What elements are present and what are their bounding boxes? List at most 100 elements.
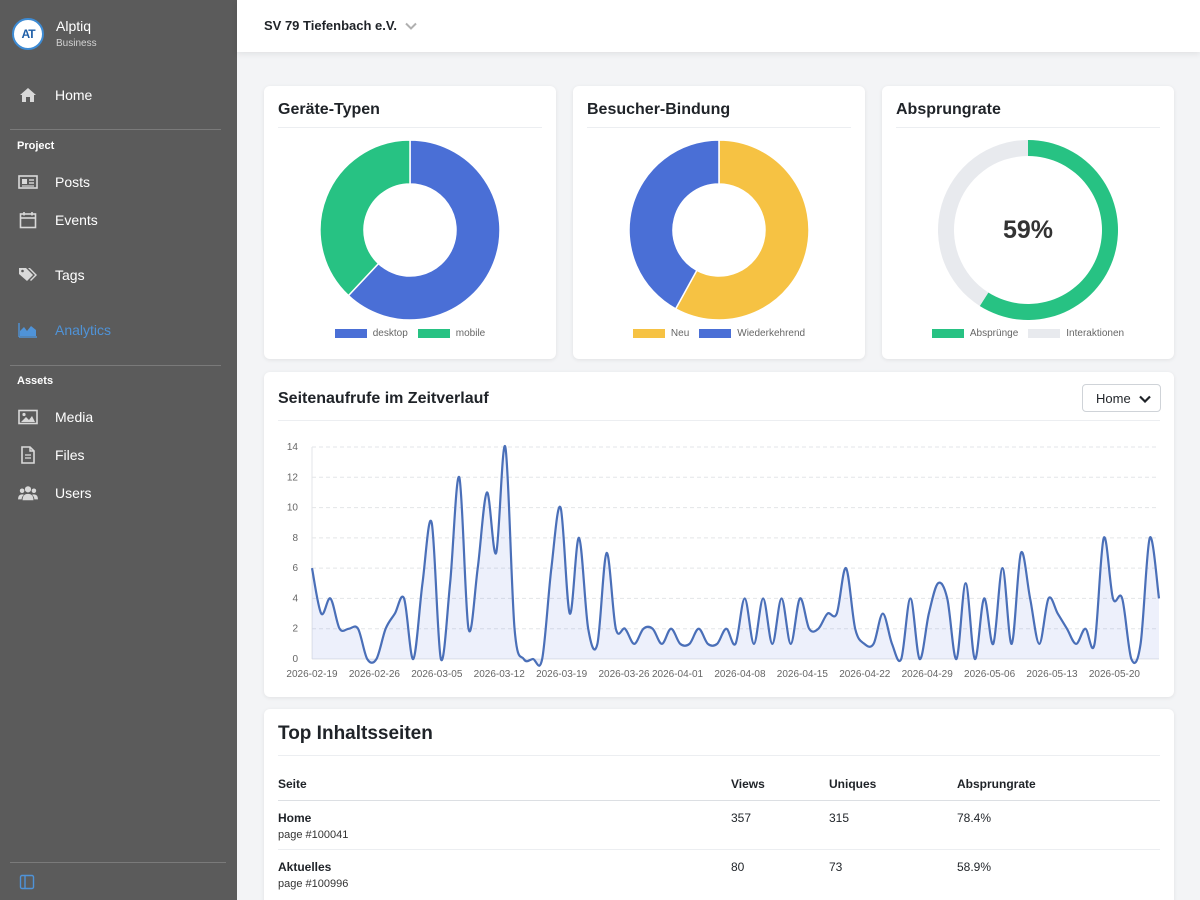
x-tick-label: 2026-05-20 [1089,669,1141,680]
sidebar-item-label: Files [55,447,85,463]
sidebar-item-events[interactable]: Events [18,211,98,229]
brand-name: Alptiq [56,18,92,35]
newspaper-icon [18,173,38,191]
donut-slice-wiederkehrend[interactable] [628,139,720,310]
sidebar-item-tags[interactable]: Tags [18,266,85,284]
column-header-page[interactable]: Seite [278,777,307,791]
sidebar-item-files[interactable]: Files [18,446,85,464]
sidebar-divider [10,365,221,366]
legend-swatch [334,329,367,338]
column-header-uniques[interactable]: Uniques [829,777,877,791]
x-tick-label: 2026-05-06 [964,669,1016,680]
organization-name: SV 79 Tiefenbach e.V. [264,18,397,33]
donut-slice-interaktionen[interactable] [938,140,1028,306]
bounce-value: 58.9% [957,860,992,874]
y-tick-label: 4 [292,593,298,604]
y-tick-label: 8 [292,533,298,544]
page-title: Aktuelles [278,860,332,874]
x-tick-label: 2026-04-08 [714,669,766,680]
section-label-assets: Assets [17,375,54,387]
sidebar-item-posts[interactable]: Posts [18,173,90,191]
y-tick-label: 0 [292,654,298,665]
x-tick-label: 2026-03-05 [411,669,463,680]
page-filter-select[interactable]: Home [1082,384,1161,412]
calendar-icon [18,211,38,229]
donut-slice-mobile[interactable] [319,139,411,297]
chart-legend: Absprünge Interaktionen [882,328,1174,339]
legend-item-interaktionen[interactable]: Interaktionen [1028,328,1124,339]
table-title: Top Inhaltsseiten [278,723,433,744]
card-title: Besucher-Bindung [587,101,731,118]
donut-slice-neu[interactable] [674,139,810,321]
sidebar-item-users[interactable]: Users [18,484,92,502]
x-tick-label: 2026-04-15 [777,669,829,680]
x-tick-label: 2026-02-19 [286,669,338,680]
area-chart-icon [18,321,38,339]
devices-card: Geräte-Typen desktop mobile [264,86,556,359]
sidebar-item-media[interactable]: Media [18,408,93,426]
legend-item-neu[interactable]: Neu [632,328,690,339]
uniques-value: 73 [829,860,843,874]
chevron-down-icon [1139,391,1151,406]
uniques-value: 315 [829,811,850,825]
series-line[interactable] [310,445,1161,667]
x-tick-label: 2026-03-26 [598,669,650,680]
donut-slice-abspr-nge[interactable] [979,140,1118,320]
legend-swatch [417,329,450,338]
brand[interactable]: AT Alptiq Business [12,18,97,50]
sidebar-item-analytics[interactable]: Analytics [18,321,111,339]
card-title: Geräte-Typen [278,101,380,118]
x-tick-label: 2026-04-22 [839,669,891,680]
legend-item-absprunge[interactable]: Absprünge [931,328,1018,339]
y-tick-label: 12 [287,472,299,483]
organization-select[interactable]: SV 79 Tiefenbach e.V. [264,18,417,33]
page-title: Home [278,811,312,825]
sidebar-item-label: Users [55,485,92,501]
top-bar: SV 79 Tiefenbach e.V. [237,0,1200,52]
series-area [312,446,1159,666]
x-tick-label: 2026-04-01 [652,669,704,680]
table-row[interactable]: Aktuelles page #100996 80 73 58.9% [278,850,1160,899]
legend-label: desktop [372,328,408,339]
legend-swatch [1028,329,1061,338]
legend-item-wiederkehrend[interactable]: Wiederkehrend [699,328,805,339]
tags-icon [18,266,38,284]
legend-label: Interaktionen [1066,328,1125,339]
legend-swatch [931,329,964,338]
legend-item-mobile[interactable]: mobile [417,328,486,339]
views-value: 357 [731,811,752,825]
x-tick-label: 2026-03-19 [536,669,588,680]
brand-logo: AT [12,18,44,50]
legend-swatch [632,329,665,338]
chart-legend: desktop mobile [264,328,556,339]
sidebar: AT Alptiq Business Home Project Posts Ev… [0,0,237,900]
legend-label: Neu [670,328,690,339]
legend-swatch [699,329,732,338]
x-tick-label: 2026-02-26 [349,669,401,680]
sidebar-item-label: Posts [55,174,91,190]
column-header-bounce-rate[interactable]: Absprungrate [957,777,1036,791]
brand-subtitle: Business [56,37,97,49]
table-row[interactable]: Home page #100041 357 315 78.4% [278,801,1160,850]
file-icon [18,446,38,464]
bounce-card: Absprungrate 59% Absprünge Interaktionen [882,86,1174,359]
home-icon [18,86,38,104]
legend-label: Wiederkehrend [737,328,806,339]
legend-label: mobile [455,328,486,339]
timeline-card: Seitenaufrufe im Zeitverlauf Home 0 2 4 6 8 1… [264,372,1174,697]
retention-card: Besucher-Bindung Neu Wiederkehrend [573,86,865,359]
legend-item-desktop[interactable]: desktop [334,328,408,339]
page-filter-value: Home [1096,390,1131,406]
views-value: 80 [731,860,745,874]
bounce-donut-chart [938,140,1118,320]
devices-donut-chart [319,139,501,321]
donut-slice-desktop[interactable] [347,139,501,321]
section-label-project: Project [17,140,55,152]
chart-legend: Neu Wiederkehrend [573,328,865,339]
card-title: Absprungrate [896,101,1001,118]
column-header-views[interactable]: Views [731,777,765,791]
bounce-rate-value: 59% [1002,215,1054,244]
sidebar-item-home[interactable]: Home [18,86,92,104]
sidebar-toggle-icon[interactable] [19,874,35,895]
users-icon [18,484,38,502]
